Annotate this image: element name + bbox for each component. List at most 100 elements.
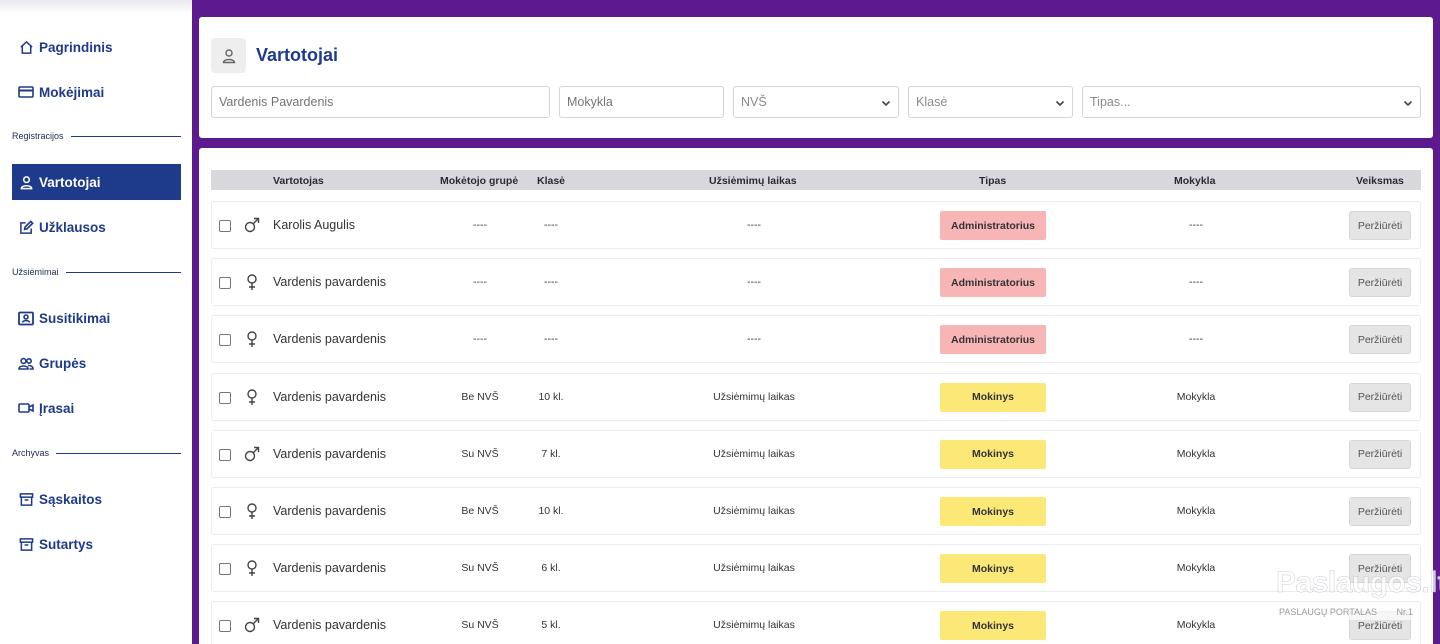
type-badge: Administratorius [940,325,1046,355]
page-title: Vartotojai [256,45,339,65]
type-badge: Mokinys [940,497,1046,526]
user-name: Vardenis pavardenis [273,332,387,347]
sidebar-item-pagrindinis[interactable]: Pagrindinis [12,29,181,65]
table-row: Vardenis pavardenis Su NVŠ 6 kl. Užsiėmimų … [211,544,1421,593]
row-checkbox[interactable] [219,563,231,576]
user-name: Vardenis pavardenis [273,389,387,404]
archive-icon [18,491,34,507]
sidebar-item-vartotojai[interactable]: Vartotojai [12,164,181,200]
column-header-type: Tipas [979,175,1007,187]
sidebar-item-irasai[interactable]: Įrasai [12,390,181,426]
male-icon [243,616,261,634]
sidebar-item-label: Vartotojai [39,174,101,190]
type-select-value: Tipas... [1090,95,1131,109]
class-select-value: Klasė [916,95,948,109]
type-badge: Administratorius [940,268,1046,298]
male-icon [243,216,261,234]
sidebar-item-saskaitos[interactable]: Sąskaitos [12,481,181,517]
view-button[interactable]: Peržiūrėti [1349,382,1411,412]
table-row: Vardenis pavardenis ---- ---- ---- Administr… [211,258,1421,307]
watermark-tagline: PASLAUGŲ PORTALAS Nr.1 [1276,604,1416,620]
sidebar-item-label: Sąskaitos [39,491,103,507]
view-button[interactable]: Peržiūrėti [1349,554,1411,584]
sidebar: Pagrindinis Mokėjimai Registracijos Vart… [0,0,192,644]
sidebar-top-shadow [0,0,192,14]
female-icon [243,330,261,348]
sidebar-item-label: Įrasai [39,400,75,416]
sidebar-item-label: Grupės [39,355,87,371]
sidebar-item-susitikimai[interactable]: Susitikimai [12,300,181,336]
sidebar-item-mokejimai[interactable]: Mokėjimai [12,74,181,110]
table-header: Vartotojas Mokėtojo grupė Klasė Užsiėmim… [211,170,1421,190]
table-row: Karolis Augulis ---- ---- ---- Administrator… [211,201,1421,249]
user-icon [18,174,34,190]
view-button[interactable]: Peržiūrėti [1349,211,1411,240]
class-select[interactable]: Klasė [908,86,1073,118]
watermark: Paslaugos.lt PASLAUGŲ PORTALAS Nr.1 [1276,566,1440,624]
users-table-panel: Vartotojas Mokėtojo grupė Klasė Užsiėmim… [199,148,1433,644]
row-checkbox[interactable] [219,620,231,633]
table-row: Vardenis pavardenis Su NVŠ 7 kl. Užsiėmimų … [211,429,1421,478]
row-checkbox[interactable] [219,334,231,347]
view-button[interactable]: Peržiūrėti [1349,439,1411,469]
chevron-down-icon [1055,97,1065,107]
home-icon [18,39,34,55]
user-icon [211,38,246,73]
sidebar-item-grupes[interactable]: Grupės [12,345,181,381]
sidebar-item-label: Sutartys [39,536,94,552]
video-icon [18,400,34,416]
sidebar-item-label: Susitikimai [39,310,111,326]
row-checkbox[interactable] [219,391,231,404]
watermark-brand: Paslaugos.lt [1276,566,1440,600]
table-row: Vardenis pavardenis Su NVŠ 5 kl. Užsiėmimų … [211,601,1421,644]
archive-icon [18,536,34,552]
column-header-payer-group: Mokėtojo grupė [440,175,519,187]
view-button[interactable]: Peržiūrėti [1349,325,1411,355]
users-icon [18,355,34,371]
chevron-down-icon [1403,97,1413,107]
column-header-time: Užsiėmimų laikas [709,175,797,187]
table-row: Vardenis pavardenis Be NVŠ 10 kl. Užsiėmimų… [211,487,1421,535]
column-header-school: Mokykla [1174,175,1216,187]
female-icon [243,388,261,406]
column-header-class: Klasė [537,175,566,187]
table-row: Vardenis pavardenis Be NVŠ 10 kl. Užsiėmimų… [211,372,1421,421]
sidebar-item-label: Užklausos [39,219,106,235]
edit-icon [18,219,34,235]
type-badge: Mokinys [940,382,1046,412]
table-row: Vardenis pavardenis ---- ---- ---- Administr… [211,315,1421,364]
header-panel: Vartotojai NVŠ Klasė Tipas... [199,17,1433,138]
name-search-input[interactable] [211,86,550,118]
female-icon [243,273,261,291]
user-name: Vardenis pavardenis [273,275,387,290]
nvs-select-value: NVŠ [741,95,767,109]
type-select[interactable]: Tipas... [1082,86,1421,118]
type-badge: Mokinys [940,554,1046,584]
view-button[interactable]: Peržiūrėti [1349,497,1411,526]
section-label-registracijos: Registracijos [12,131,181,141]
row-checkbox[interactable] [219,277,231,290]
row-checkbox[interactable] [219,506,231,518]
view-button[interactable]: Peržiūrėti [1349,268,1411,298]
column-header-action: Veiksmas [1356,175,1404,187]
section-label-archyvas: Archyvas [12,448,181,458]
school-search-input[interactable] [559,86,724,118]
user-name: Vardenis pavardenis [273,561,387,576]
type-badge: Mokinys [940,439,1046,469]
sidebar-item-uzklausos[interactable]: Užklausos [12,209,181,245]
user-name: Karolis Augulis [273,218,355,232]
male-icon [243,445,261,463]
sidebar-item-sutartys[interactable]: Sutartys [12,526,181,562]
type-badge: Administratorius [940,211,1046,240]
nvs-select[interactable]: NVŠ [733,86,899,118]
sidebar-item-label: Pagrindinis [39,39,113,55]
credit-card-icon [18,84,34,100]
female-icon [243,559,261,577]
sidebar-item-label: Mokėjimai [39,84,105,100]
type-badge: Mokinys [940,611,1046,641]
row-checkbox[interactable] [219,220,231,232]
column-header-user: Vartotojas [273,175,324,187]
row-checkbox[interactable] [219,448,231,461]
contact-card-icon [18,310,34,326]
user-name: Vardenis pavardenis [273,504,387,518]
